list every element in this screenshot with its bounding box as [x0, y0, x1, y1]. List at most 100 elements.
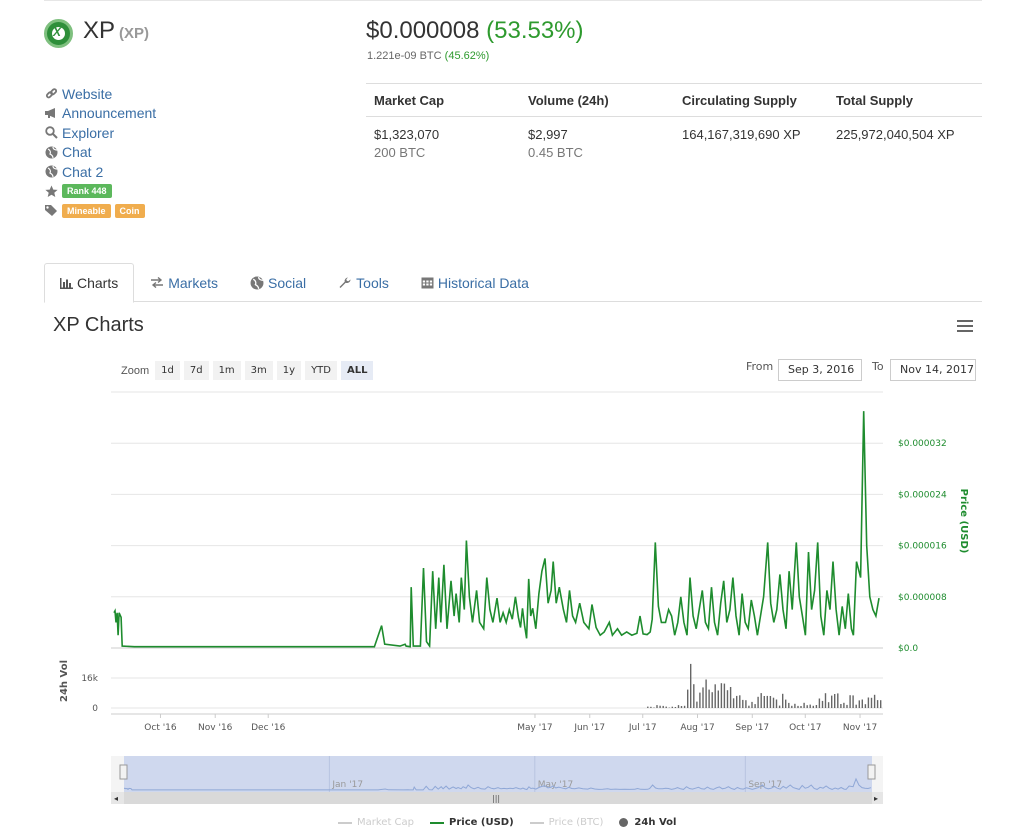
scroll-left-icon[interactable]: ◂ — [114, 794, 118, 803]
link-chat-2[interactable]: Chat 2 — [44, 162, 156, 182]
volume-axis-label: 24h Vol — [59, 660, 70, 702]
range-to-input[interactable]: Nov 14, 2017 — [890, 359, 976, 381]
hamburger-menu-icon[interactable] — [957, 320, 973, 332]
volume-bar — [757, 696, 759, 708]
link-announcement[interactable]: Announcement — [44, 104, 156, 124]
exchange-icon — [150, 277, 164, 288]
volume-bar — [880, 700, 882, 708]
volume-bar — [778, 705, 781, 708]
stats-table: Market Cap Volume (24h) Circulating Supp… — [366, 83, 982, 160]
volume-bar — [674, 707, 677, 708]
volume-bar — [772, 697, 775, 708]
navigator-selection[interactable] — [124, 756, 872, 792]
legend-price-btc[interactable]: Price (BTC) — [529, 817, 603, 828]
volume-bar — [680, 706, 683, 708]
tab-social-label: Social — [268, 274, 307, 291]
volume-bar — [855, 704, 857, 708]
stats-total-supply-value: 225,972,040,504 XP — [836, 127, 955, 142]
volume-bar — [861, 699, 863, 708]
stats-circulating-supply-value: 164,167,319,690 XP — [682, 127, 801, 142]
rank-badge: Rank 448 — [62, 184, 112, 199]
volume-bar — [794, 703, 796, 708]
star-icon — [44, 184, 58, 198]
zoom-1m-button[interactable]: 1m — [212, 361, 241, 380]
tab-historical-data[interactable]: Historical Data — [405, 263, 545, 302]
scroll-right-icon[interactable]: ▸ — [874, 794, 878, 803]
x-tick-label: May '17 — [517, 723, 552, 733]
navigator-handle-right[interactable] — [867, 764, 876, 780]
volume-bar — [702, 687, 704, 708]
globe-icon — [44, 145, 58, 159]
link-website-label[interactable]: Website — [62, 85, 113, 102]
tag-badge-coin: Coin — [114, 203, 145, 218]
navigator-tick-label: Jan '17 — [331, 780, 363, 790]
stats-header-market-cap: Market Cap — [374, 92, 445, 108]
coin-links: Website Announcement Explorer Chat Chat … — [44, 84, 156, 221]
search-icon — [44, 126, 58, 140]
volume-bar — [665, 706, 667, 708]
volume-bar — [754, 704, 756, 708]
stats-header-row: Market Cap Volume (24h) Circulating Supp… — [366, 84, 982, 116]
zoom-label: Zoom — [121, 364, 150, 377]
link-announcement-label[interactable]: Announcement — [62, 105, 157, 122]
zoom-7d-button[interactable]: 7d — [183, 361, 209, 380]
volume-bar — [763, 696, 765, 708]
link-chat-label[interactable]: Chat — [62, 144, 92, 161]
volume-bar — [671, 706, 673, 708]
volume-bar — [723, 683, 726, 708]
link-chat[interactable]: Chat — [44, 143, 156, 163]
tab-markets[interactable]: Markets — [134, 263, 234, 302]
coin-symbol: (XP) — [119, 25, 150, 42]
volume-bar — [693, 684, 695, 708]
volume-bar — [775, 699, 778, 708]
tab-charts[interactable]: Charts — [44, 263, 135, 303]
tab-tools[interactable]: Tools — [322, 263, 405, 302]
x-tick-label: Sep '17 — [735, 723, 769, 733]
volume-bar — [785, 699, 787, 708]
volume-bar — [846, 704, 848, 708]
zoom-1y-button[interactable]: 1y — [276, 361, 302, 380]
legend-24h-vol-label: 24h Vol — [634, 817, 677, 828]
zoom-3m-button[interactable]: 3m — [244, 361, 273, 380]
volume-bar — [821, 700, 824, 708]
volume-gridlines — [111, 677, 883, 709]
x-tick-label: Jul '17 — [628, 723, 657, 733]
tab-social[interactable]: Social — [234, 263, 322, 302]
link-explorer-label[interactable]: Explorer — [62, 124, 115, 141]
volume-bar — [858, 700, 860, 708]
scrollbar-thumb[interactable] — [124, 792, 872, 804]
zoom-ytd-button[interactable]: YTD — [305, 361, 337, 380]
tab-tools-label: Tools — [356, 274, 389, 291]
x-axis-ticks: Oct '16 Nov '16 Dec '16 May '17 Jun '17 Jul '… — [144, 714, 877, 733]
navigator-handle-left[interactable] — [119, 764, 128, 780]
volume-bar — [812, 705, 814, 708]
volume-bar — [736, 695, 738, 708]
link-chat-2-label[interactable]: Chat 2 — [62, 163, 104, 180]
volume-bar — [732, 698, 735, 708]
volume-bar — [840, 704, 842, 708]
volume-y-tick: 16k — [81, 674, 98, 684]
volume-bar — [815, 705, 818, 708]
coin-logo: X — [44, 19, 73, 48]
bullhorn-icon — [44, 106, 58, 120]
price-btc-change: (45.62%) — [444, 50, 490, 62]
stats-header-circulating-supply: Circulating Supply — [682, 92, 797, 108]
wrench-icon — [338, 276, 352, 290]
range-from-input[interactable]: Sep 3, 2016 — [778, 359, 862, 381]
legend-price-usd-label: Price (USD) — [449, 817, 514, 828]
zoom-1d-button[interactable]: 1d — [155, 361, 180, 380]
tab-historical-data-label: Historical Data — [437, 274, 529, 291]
zoom-bar: Zoom 1d 7d 1m 3m 1y YTD ALL — [121, 361, 377, 380]
volume-bar — [864, 704, 867, 708]
volume-bar — [705, 679, 707, 708]
navigator-tick-label: Sep '17 — [748, 780, 782, 790]
link-website[interactable]: Website — [44, 84, 156, 104]
legend-price-usd[interactable]: Price (USD) — [430, 817, 514, 828]
link-explorer[interactable]: Explorer — [44, 123, 156, 143]
tab-markets-label: Markets — [168, 274, 219, 291]
price-y-tick: $0.000032 — [898, 439, 947, 449]
legend-market-cap[interactable]: Market Cap — [338, 817, 414, 828]
legend-24h-vol[interactable]: 24h Vol — [619, 817, 676, 828]
zoom-all-button[interactable]: ALL — [340, 361, 374, 380]
x-tick-label: Dec '16 — [251, 723, 285, 733]
